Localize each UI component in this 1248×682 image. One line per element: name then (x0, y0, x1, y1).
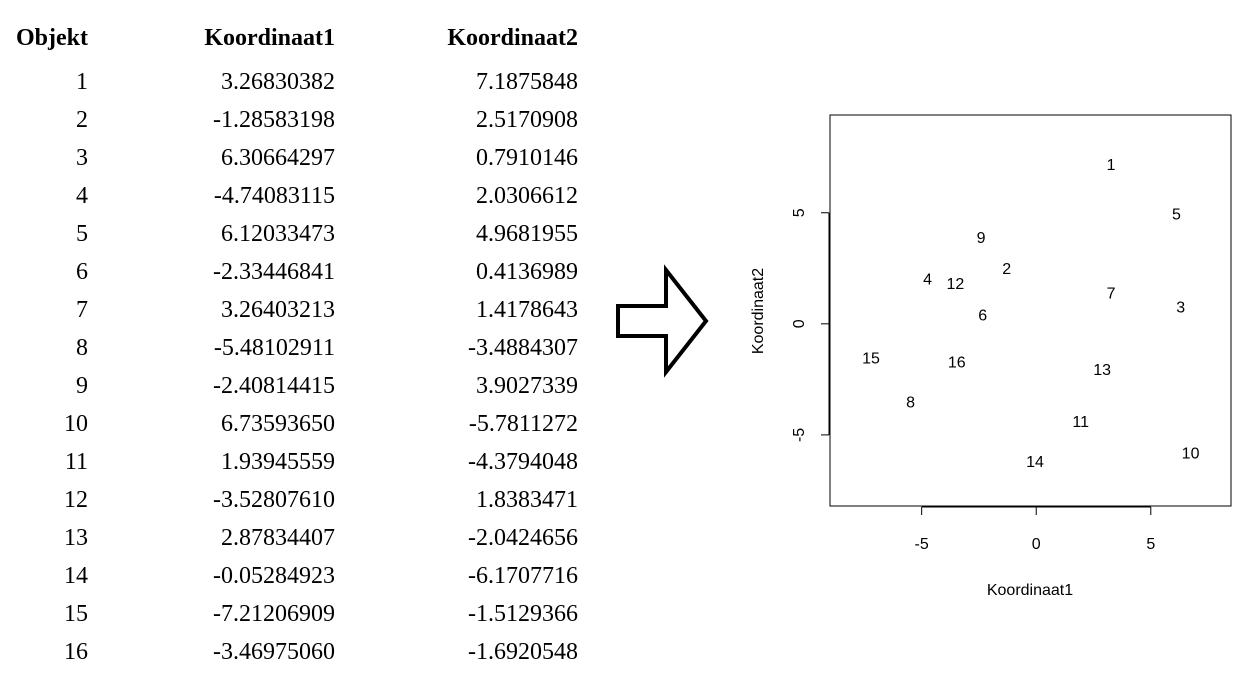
header-objekt: Objekt (16, 25, 88, 51)
koordinaat2-cell: 3.9027339 (476, 373, 578, 399)
koordinaat2-cell: 4.9681955 (476, 221, 578, 247)
koordinaat1-cell: 3.26403213 (221, 297, 335, 323)
scatter-plot: Koordinaat1 Koordinaat2 -5 0 5-50512345678… (750, 114, 1232, 599)
point-label: 6 (978, 308, 987, 325)
koordinaat2-cell: 7.1875848 (476, 69, 578, 95)
point-label: 8 (906, 394, 915, 411)
koordinaat2-cell: 2.5170908 (476, 107, 578, 133)
objekt-cell: 12 (64, 487, 88, 513)
point-label: 10 (1182, 445, 1200, 462)
koordinaat1-cell: -5.48102911 (213, 335, 335, 361)
objekt-cell: 16 (64, 639, 88, 665)
objekt-cell: 15 (64, 601, 88, 627)
koordinaat1-cell: 6.30664297 (221, 145, 335, 171)
koordinaat2-cell: 0.4136989 (476, 259, 578, 285)
point-label: 14 (1026, 454, 1044, 471)
koordinaat1-cell: 6.12033473 (221, 221, 335, 247)
koordinaat2-cell: 1.8383471 (476, 487, 578, 513)
objekt-cell: 4 (76, 183, 88, 209)
x-tick-label: 5 (1146, 536, 1155, 553)
koordinaat2-cell: 0.7910146 (476, 145, 578, 171)
y-axis-label: Koordinaat2 (750, 268, 767, 354)
plot-frame (829, 114, 1232, 507)
koordinaat1-cell: -0.05284923 (213, 563, 335, 589)
koordinaat1-cell: -4.74083115 (213, 183, 335, 209)
objekt-cell: 13 (64, 525, 88, 551)
point-label: 4 (923, 272, 932, 289)
koordinaat1-cell: -2.40814415 (213, 373, 335, 399)
right-arrow-outline-icon (616, 264, 709, 378)
koordinaat2-cell: -2.0424656 (468, 525, 578, 551)
point-label: 3 (1176, 299, 1185, 316)
header-koordinaat1: Koordinaat1 (204, 25, 335, 51)
x-tick-label: 0 (1032, 536, 1041, 553)
koordinaat2-cell: -3.4884307 (468, 335, 578, 361)
point-label: 16 (948, 354, 966, 371)
koordinaat1-cell: 1.93945559 (221, 449, 335, 475)
objekt-cell: 10 (64, 411, 88, 437)
objekt-cell: 11 (64, 449, 88, 475)
objekt-cell: 14 (64, 563, 88, 589)
koordinaat2-cell: -5.7811272 (468, 411, 578, 437)
objekt-cell: 9 (76, 373, 88, 399)
koordinaat2-cell: 1.4178643 (476, 297, 578, 323)
koordinaat1-cell: 2.87834407 (221, 525, 335, 551)
point-label: 12 (946, 276, 964, 293)
point-label: 9 (977, 230, 986, 247)
x-tick-label: -5 (915, 536, 929, 553)
koordinaat2-cell: -1.5129366 (468, 601, 578, 627)
objekt-cell: 6 (76, 259, 88, 285)
point-label: 15 (862, 350, 880, 367)
koordinaat1-cell: 6.73593650 (221, 411, 335, 437)
point-label: 13 (1093, 362, 1111, 379)
y-tick-label: 0 (791, 319, 808, 328)
x-axis-label: Koordinaat1 (987, 582, 1073, 599)
objekt-cell: 5 (76, 221, 88, 247)
koordinaat2-cell: -4.3794048 (468, 449, 578, 475)
point-label: 2 (1002, 261, 1011, 278)
koordinaat2-cell: -1.6920548 (468, 639, 578, 665)
koordinaat2-cell: 2.0306612 (476, 183, 578, 209)
koordinaat1-cell: -3.46975060 (213, 639, 335, 665)
koordinaat2-cell: -6.1707716 (468, 563, 578, 589)
point-label: 5 (1172, 206, 1181, 223)
objekt-cell: 2 (76, 107, 88, 133)
objekt-cell: 3 (76, 145, 88, 171)
point-label: 7 (1107, 285, 1116, 302)
point-label: 11 (1072, 414, 1089, 431)
objekt-cell: 7 (76, 297, 88, 323)
objekt-cell: 1 (76, 69, 88, 95)
point-label: 1 (1107, 157, 1116, 174)
koordinaat1-cell: 3.26830382 (221, 69, 335, 95)
koordinaat1-cell: -1.28583198 (213, 107, 335, 133)
y-tick-label: 5 (791, 208, 808, 217)
objekt-cell: 8 (76, 335, 88, 361)
koordinaat1-cell: -7.21206909 (213, 601, 335, 627)
y-tick-label: -5 (791, 428, 808, 442)
koordinaat1-cell: -2.33446841 (213, 259, 335, 285)
header-koordinaat2: Koordinaat2 (447, 25, 578, 51)
koordinaat1-cell: -3.52807610 (213, 487, 335, 513)
